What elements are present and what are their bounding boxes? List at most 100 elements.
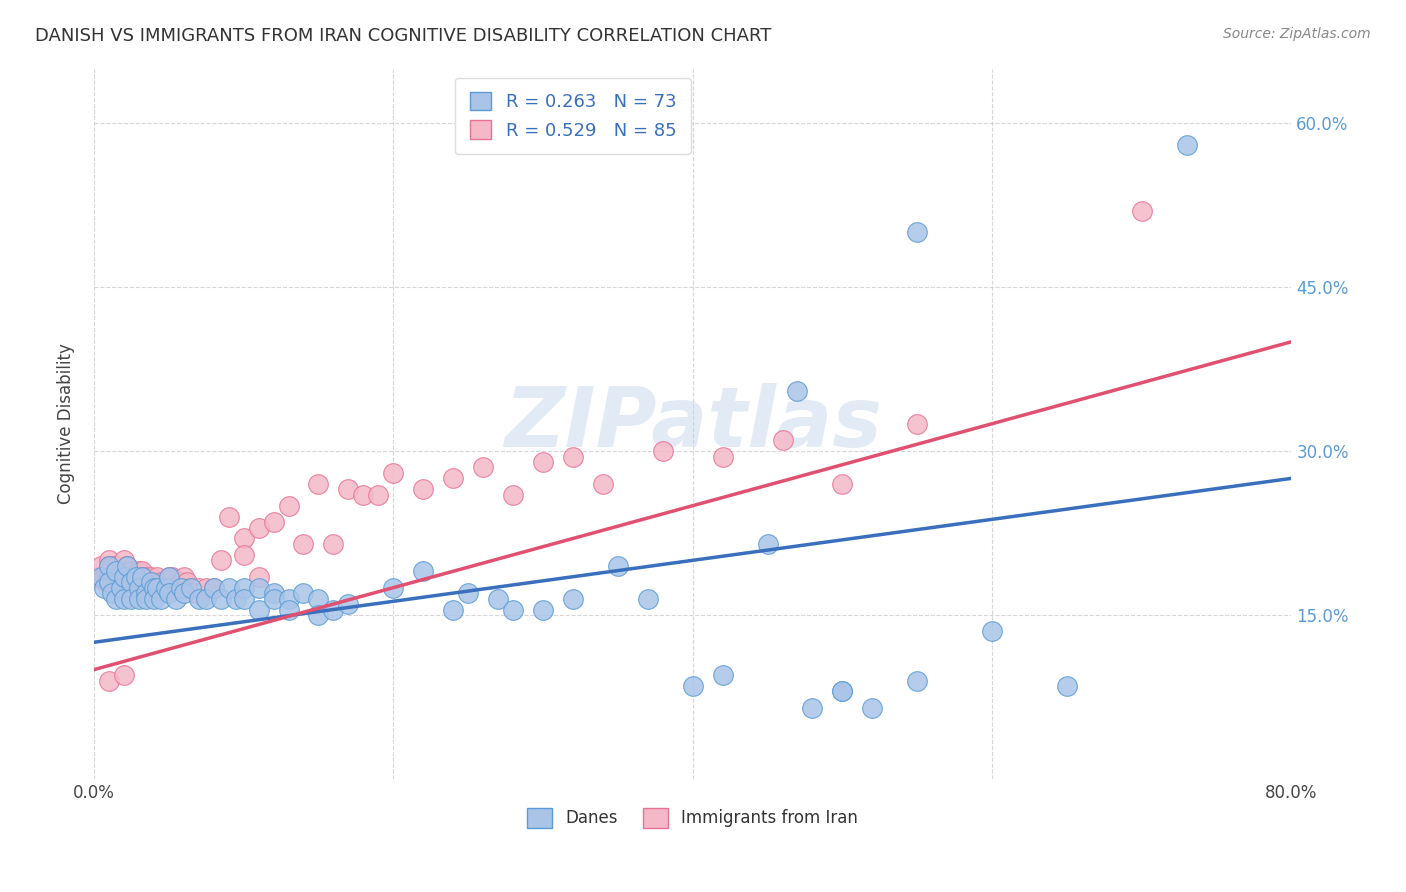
Point [322, 602, 344, 616]
Point [131, 570, 153, 584]
Point [97, 570, 120, 584]
Point [112, 553, 135, 567]
Point [128, 570, 150, 584]
Point [292, 586, 315, 600]
Point [184, 586, 207, 600]
Point [120, 564, 142, 578]
Point [125, 575, 148, 590]
Point [108, 570, 131, 584]
Point [218, 581, 240, 595]
Point [120, 591, 142, 606]
Point [441, 602, 464, 616]
Point [187, 591, 209, 606]
Point [247, 520, 270, 534]
Point [277, 499, 299, 513]
Point [531, 455, 554, 469]
Point [457, 586, 479, 600]
Point [412, 564, 434, 578]
Point [94, 575, 117, 590]
Point [135, 586, 157, 600]
Point [831, 476, 853, 491]
Point [756, 537, 779, 551]
Point [150, 575, 173, 590]
Y-axis label: Cognitive Disability: Cognitive Disability [58, 343, 75, 504]
Point [136, 581, 159, 595]
Point [382, 466, 405, 480]
Point [97, 553, 120, 567]
Point [905, 226, 928, 240]
Point [165, 581, 187, 595]
Point [125, 570, 148, 584]
Point [860, 701, 883, 715]
Point [225, 591, 247, 606]
Point [87, 570, 110, 584]
Point [104, 570, 127, 584]
Point [561, 450, 583, 464]
Point [155, 581, 177, 595]
Point [146, 581, 169, 595]
Point [132, 570, 155, 584]
Point [165, 591, 187, 606]
Point [157, 586, 180, 600]
Point [155, 581, 177, 595]
Point [218, 509, 240, 524]
Point [263, 515, 285, 529]
Point [247, 602, 270, 616]
Point [146, 570, 169, 584]
Point [561, 591, 583, 606]
Point [711, 450, 734, 464]
Point [142, 581, 165, 595]
Point [97, 673, 120, 688]
Point [308, 591, 330, 606]
Point [232, 591, 254, 606]
Point [115, 558, 138, 573]
Point [195, 581, 218, 595]
Point [142, 575, 165, 590]
Point [128, 581, 150, 595]
Point [187, 581, 209, 595]
Point [308, 476, 330, 491]
Point [160, 570, 183, 584]
Point [128, 564, 150, 578]
Point [531, 602, 554, 616]
Point [110, 564, 132, 578]
Point [105, 591, 128, 606]
Point [382, 581, 405, 595]
Point [202, 581, 225, 595]
Point [277, 591, 299, 606]
Point [90, 558, 112, 573]
Point [120, 581, 142, 595]
Text: Source: ZipAtlas.com: Source: ZipAtlas.com [1223, 27, 1371, 41]
Point [139, 575, 162, 590]
Point [180, 581, 202, 595]
Point [139, 581, 162, 595]
Point [202, 581, 225, 595]
Point [277, 602, 299, 616]
Point [441, 471, 464, 485]
Point [112, 668, 135, 682]
Point [502, 602, 524, 616]
Point [107, 564, 129, 578]
Point [195, 591, 218, 606]
Point [367, 488, 389, 502]
Point [176, 575, 198, 590]
Point [128, 581, 150, 595]
Point [1056, 679, 1078, 693]
Point [124, 570, 146, 584]
Point [831, 684, 853, 698]
Point [322, 537, 344, 551]
Point [135, 591, 157, 606]
Point [247, 581, 270, 595]
Point [472, 460, 495, 475]
Point [637, 591, 659, 606]
Legend: Danes, Immigrants from Iran: Danes, Immigrants from Iran [520, 801, 865, 835]
Point [592, 476, 614, 491]
Point [157, 570, 180, 584]
Point [105, 558, 128, 573]
Point [112, 570, 135, 584]
Point [173, 570, 195, 584]
Point [131, 564, 153, 578]
Point [93, 581, 115, 595]
Point [337, 483, 360, 497]
Point [90, 570, 112, 584]
